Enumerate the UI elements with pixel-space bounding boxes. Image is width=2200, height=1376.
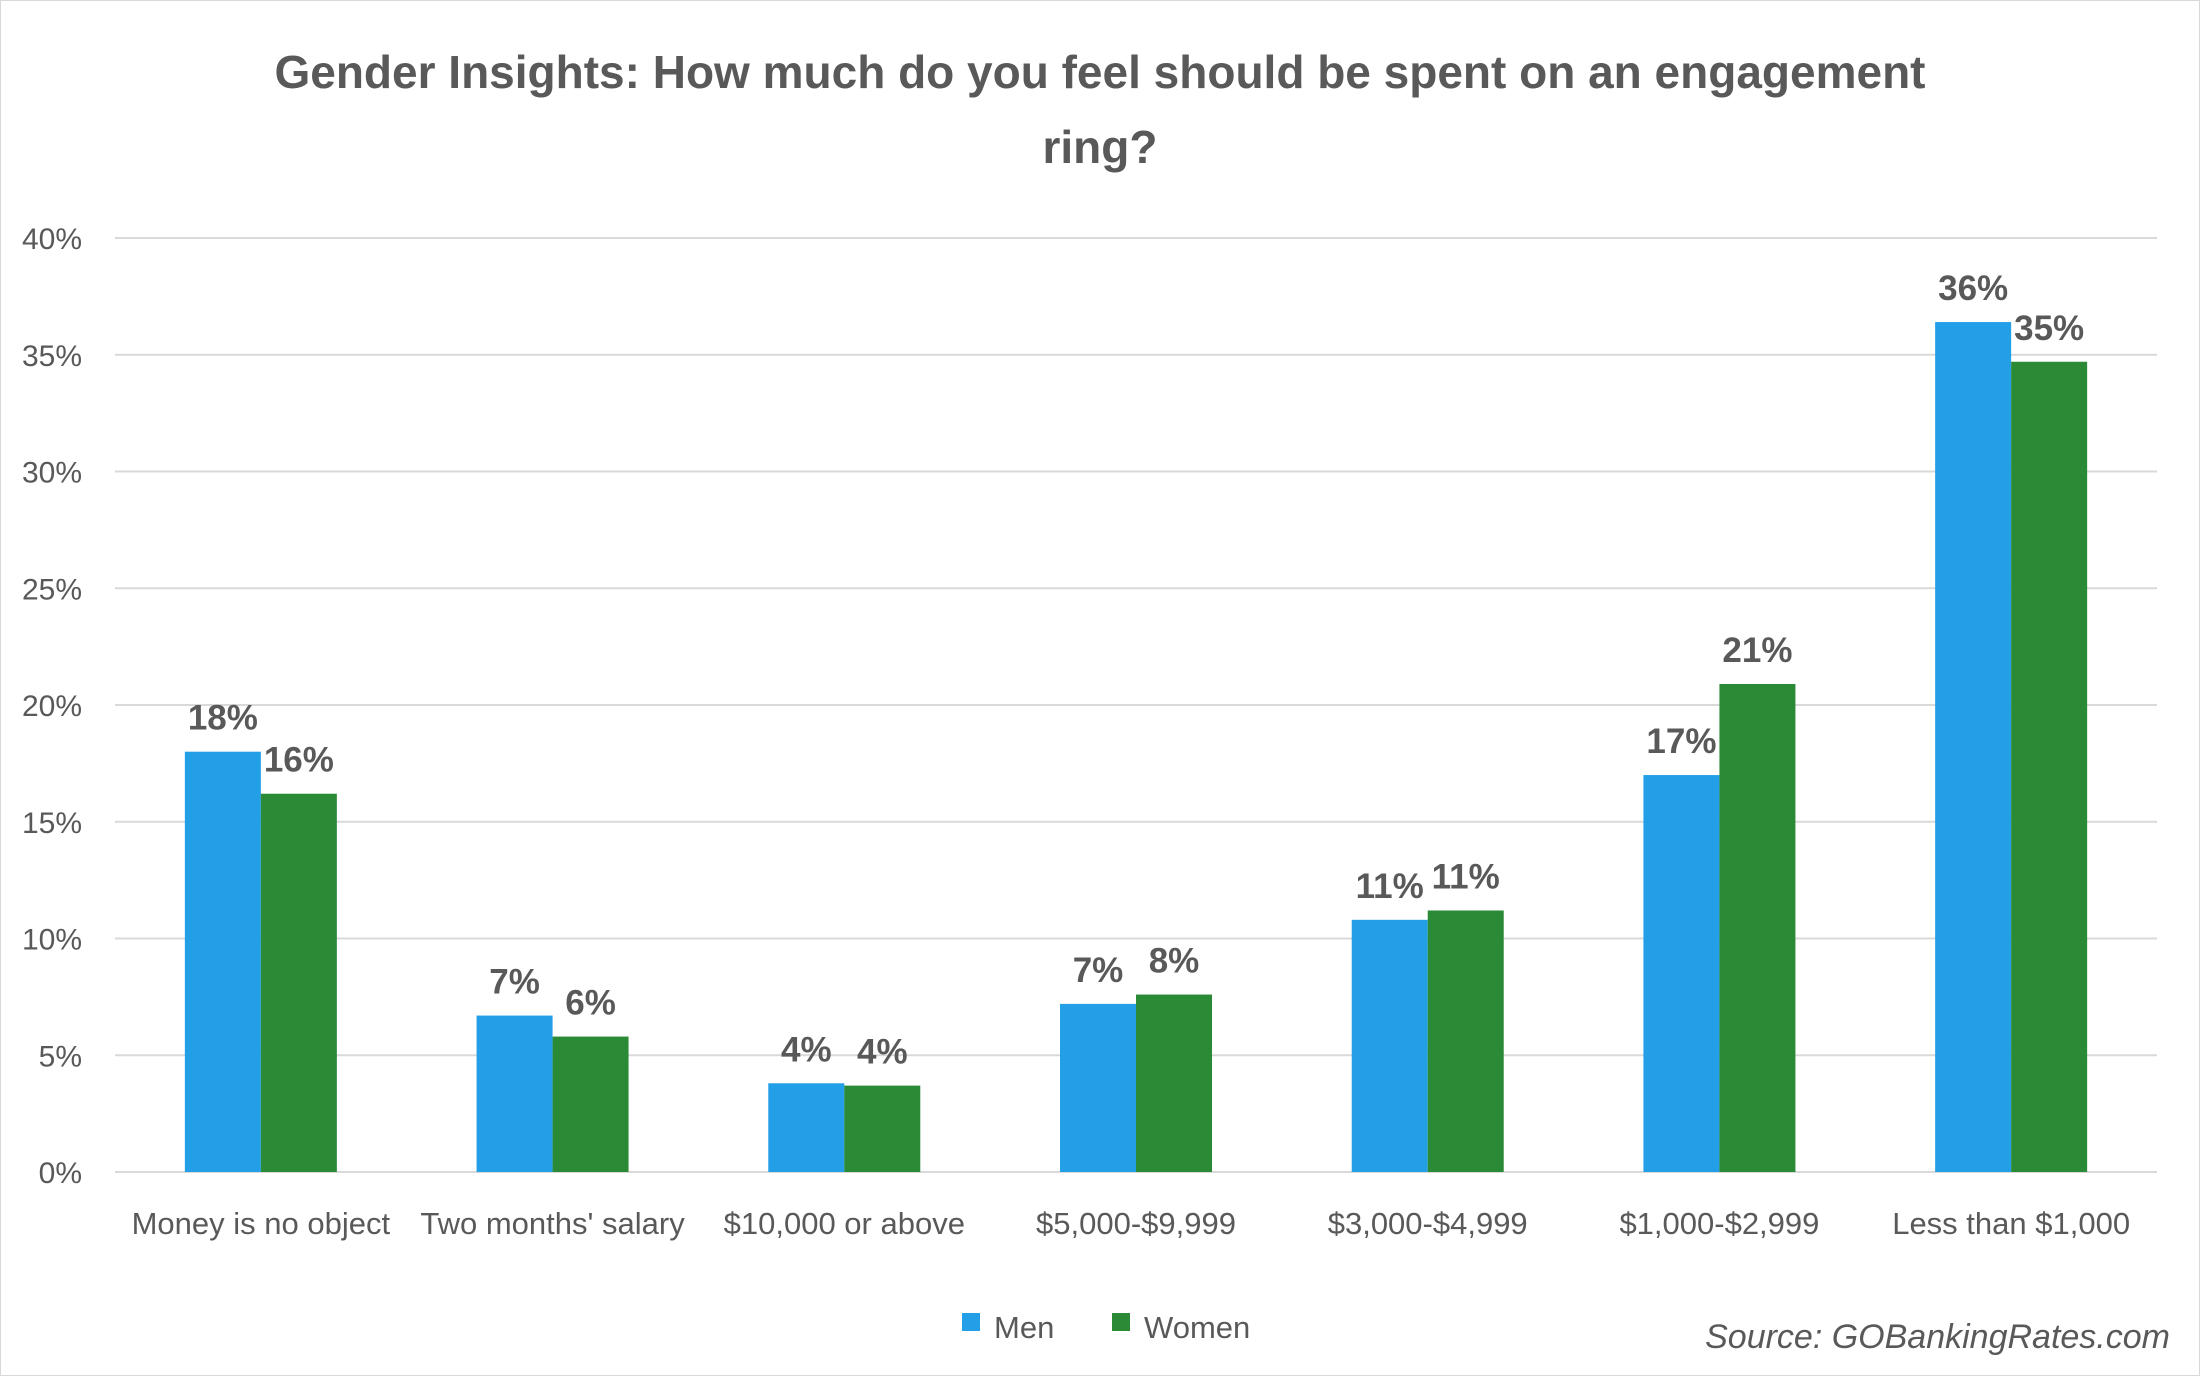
y-tick-label: 35% (22, 340, 82, 373)
category-label: $1,000-$2,999 (1619, 1206, 1819, 1241)
gridlines (115, 237, 2157, 1173)
y-axis-ticks: 0% 5% 10% 15% 20% 25% 30% 35% 40% (22, 223, 82, 1190)
y-tick-label: 10% (22, 924, 82, 957)
chart-title-line-1: Gender Insights: How much do you feel sh… (274, 46, 1925, 98)
data-label-men: 4% (781, 1030, 832, 1069)
y-tick-label: 30% (22, 457, 82, 490)
data-label-women: 11% (1432, 857, 1500, 896)
data-label-men: 18% (188, 699, 258, 738)
data-label-women: 35% (2014, 309, 2084, 348)
data-labels: 18%16% 7% 6% 4% 4% 7% 8% 11% 11% 17% 21% 36%35% (188, 269, 2084, 1072)
x-axis-categories: Money is no object Two months' salary $10,… (132, 1206, 2130, 1241)
data-label-women: 21% (1722, 631, 1792, 670)
bar-women (844, 1085, 921, 1172)
bar-women (1719, 683, 1796, 1172)
bar-women (552, 1036, 629, 1172)
bar-men (1643, 775, 1720, 1172)
category-label: Less than $1,000 (1892, 1206, 2130, 1241)
y-tick-label: 0% (39, 1157, 82, 1190)
legend: Men Women (962, 1310, 1250, 1345)
y-tick-label: 25% (22, 573, 82, 606)
legend-swatch-men (962, 1313, 980, 1331)
legend-label-women: Women (1144, 1310, 1250, 1345)
bar-women (1427, 910, 1504, 1172)
bar-women (260, 793, 337, 1172)
data-label-women: 8% (1149, 942, 1200, 981)
bar-men (1351, 919, 1428, 1172)
y-tick-label: 15% (22, 807, 82, 840)
data-label-men: 36% (1938, 269, 2008, 308)
data-label-women: 16% (264, 741, 334, 780)
bars (184, 322, 2088, 1172)
y-tick-label: 40% (22, 223, 82, 256)
category-label: $3,000-$4,999 (1328, 1206, 1528, 1241)
data-label-men: 17% (1646, 722, 1716, 761)
bar-men (768, 1083, 845, 1172)
y-tick-label: 20% (22, 690, 82, 723)
category-label: Money is no object (132, 1206, 391, 1241)
data-label-men: 7% (489, 963, 540, 1002)
legend-swatch-women (1112, 1313, 1130, 1331)
chart-title-line-2: ring? (1043, 121, 1158, 173)
legend-label-men: Men (994, 1310, 1054, 1345)
category-label: Two months' salary (420, 1206, 685, 1241)
bar-women (1136, 994, 1212, 1172)
chart-title: Gender Insights: How much do you feel sh… (274, 46, 1925, 173)
bar-women (2011, 361, 2088, 1172)
category-label: $10,000 or above (724, 1206, 965, 1241)
data-label-men: 7% (1073, 951, 1124, 990)
category-label: $5,000-$9,999 (1036, 1206, 1236, 1241)
source-note: Source: GOBankingRates.com (1705, 1318, 2170, 1356)
bar-men (184, 751, 261, 1172)
bar-men (1935, 322, 2012, 1172)
data-label-women: 6% (565, 984, 616, 1023)
y-tick-label: 5% (39, 1040, 82, 1073)
bar-men (476, 1015, 553, 1172)
data-label-women: 4% (857, 1033, 908, 1072)
bar-men (1060, 1003, 1136, 1172)
data-label-men: 11% (1356, 867, 1424, 906)
